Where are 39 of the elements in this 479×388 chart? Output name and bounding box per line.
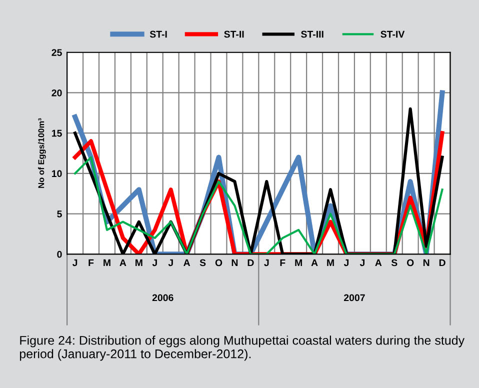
y-axis-title: No of Eggs/100m³ [38, 118, 46, 188]
y-tick-label: 5 [57, 210, 62, 218]
x-tick-label: J [264, 259, 269, 266]
legend-label: ST-IV [380, 30, 405, 38]
x-tick-label: N [423, 259, 430, 266]
x-tick-label: A [375, 259, 382, 266]
x-tick-label: F [88, 259, 94, 266]
x-tick-label: J [344, 259, 349, 266]
x-tick-label: O [215, 259, 222, 266]
x-tick-label: M [295, 259, 302, 266]
y-tick-label: 10 [52, 170, 62, 178]
x-tick-label: M [327, 259, 334, 266]
x-tick-label: D [248, 259, 254, 266]
x-tick-label: S [200, 259, 206, 266]
legend-label: ST-I [150, 30, 167, 38]
x-tick-label: A [184, 259, 190, 266]
line-series [74, 156, 444, 254]
x-tick-label: J [360, 259, 364, 266]
text: 2007 [344, 294, 365, 302]
x-tick-label: S [391, 259, 398, 266]
x-tick-label: J [168, 259, 173, 266]
y-tick-label: 20 [52, 89, 62, 96]
y-tick-label: 15 [52, 130, 62, 137]
text: 2006 [152, 294, 174, 302]
x-tick-label: M [136, 259, 142, 266]
x-tick-label: N [232, 259, 238, 266]
legend-label: ST-II [224, 30, 244, 38]
x-tick-label: D [439, 259, 446, 266]
x-tick-label: J [152, 259, 157, 266]
x-tick-label: M [104, 259, 110, 266]
x-tick-label: A [120, 259, 126, 266]
x-tick-label: O [406, 259, 414, 266]
y-tick-label: 0 [57, 250, 62, 258]
y-tick-label: 25 [52, 49, 62, 56]
x-tick-label: F [280, 259, 286, 266]
caption: Figure 24: Distribution of eggs along Muthupettai coastal waters during the study period (January-2011 to December-2012). [20, 336, 465, 361]
x-tick-label: J [72, 259, 78, 266]
x-tick-label: A [311, 259, 318, 266]
legend-label: ST-III [301, 30, 324, 38]
